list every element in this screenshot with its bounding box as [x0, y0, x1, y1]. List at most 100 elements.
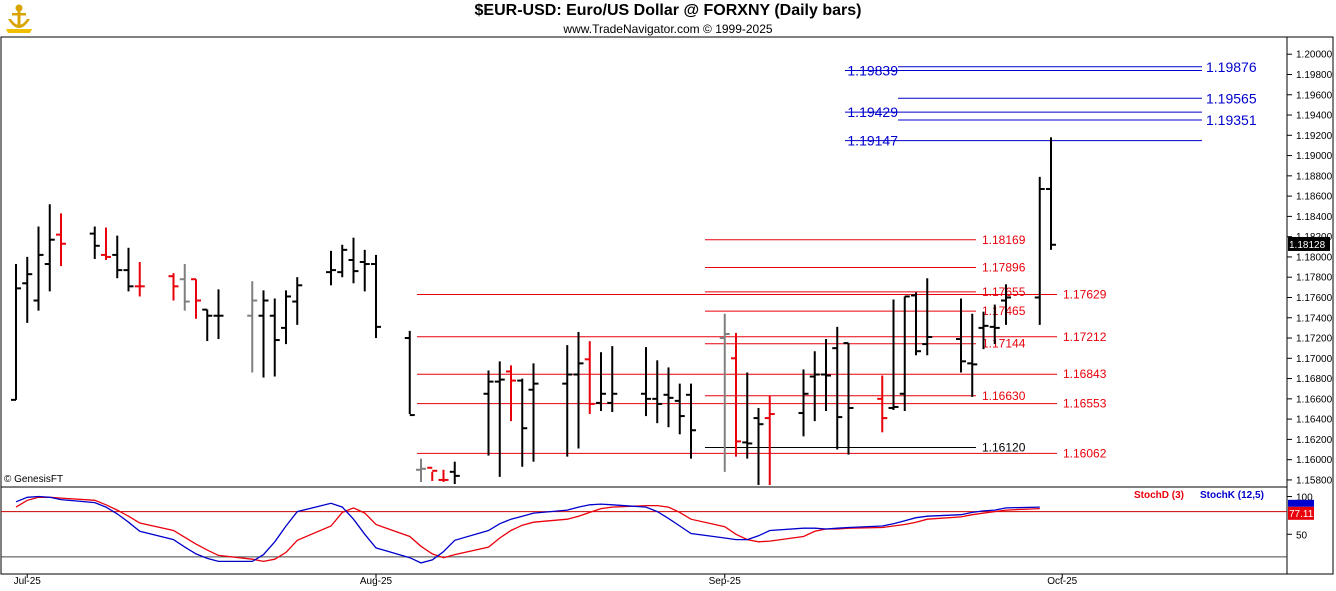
price-axis-tick-label: 1.20000 — [1296, 50, 1333, 61]
price-axis-tick-label: 1.18600 — [1296, 192, 1333, 203]
ohlc-bar — [348, 237, 359, 284]
ohlc-bar — [641, 347, 651, 417]
price-axis-tick-label: 1.17600 — [1296, 293, 1333, 304]
stoch-d-badge — [1288, 506, 1314, 520]
price-level-label: 1.16843 — [1063, 367, 1107, 381]
price-level-label: 1.18169 — [982, 233, 1026, 247]
ohlc-bar — [877, 375, 888, 433]
data-credit: © GenesisFT — [4, 474, 64, 485]
ohlc-bar — [438, 469, 449, 482]
ohlc-bar — [44, 204, 55, 292]
ohlc-bar — [584, 341, 595, 415]
ohlc-bar — [337, 244, 348, 278]
chart-title: $EUR-USD: Euro/US Dollar @ FORXNY (Daily… — [474, 2, 862, 19]
ohlc-bar — [573, 331, 584, 449]
ohlc-bar — [112, 235, 123, 279]
ohlc-bar — [449, 461, 460, 484]
date-axis-tick-label: Oct-25 — [1047, 576, 1077, 587]
ohlc-bar — [843, 342, 854, 455]
price-level-label: 1.16553 — [1063, 397, 1107, 411]
ohlc-bar — [798, 369, 809, 437]
price-level-label: 1.17212 — [1063, 330, 1107, 344]
ohlc-bar — [371, 254, 381, 339]
ohlc-bar — [292, 277, 303, 325]
price-level-label: 1.17465 — [982, 304, 1026, 318]
date-axis-tick-label: Jul-25 — [14, 576, 42, 587]
price-level-label: 1.19147 — [847, 133, 898, 149]
ohlc-bar — [247, 281, 258, 373]
ohlc-bar — [922, 278, 933, 356]
ohlc-bar — [911, 292, 921, 356]
price-axis-tick-label: 1.19800 — [1296, 70, 1333, 81]
price-axis-tick-label: 1.18400 — [1296, 212, 1333, 223]
stoch-last-value-label: 77.11 — [1289, 509, 1314, 520]
stoch-axis-tick-label: 100 — [1296, 493, 1313, 504]
ohlc-bar — [562, 345, 573, 457]
price-axis-tick-label: 1.19200 — [1296, 131, 1333, 142]
ohlc-bar — [663, 367, 674, 428]
stoch-series-line — [15, 496, 1040, 563]
ohlc-bar — [404, 330, 415, 417]
price-axis-tick-label: 1.17800 — [1296, 273, 1333, 284]
price-axis-tick-label: 1.17000 — [1296, 354, 1333, 365]
price-level-label: 1.19839 — [847, 63, 898, 79]
stochastic-axis: 100 50 77.11 — [1287, 493, 1314, 541]
price-level-label: 1.17655 — [982, 285, 1026, 299]
price-level-label: 1.17896 — [982, 260, 1026, 274]
date-axis-tick-label: Sep-25 — [709, 576, 742, 587]
ohlc-bar — [179, 264, 190, 311]
ohlc-bar — [22, 256, 33, 323]
ohlc-bar — [506, 365, 516, 422]
ohlc-bar — [899, 295, 910, 412]
trade-navigator-logo-icon — [6, 4, 32, 33]
ohlc-bar — [753, 407, 764, 485]
date-axis-tick-label: Aug-25 — [360, 576, 393, 587]
ohlc-bar — [967, 313, 978, 397]
ohlc-bar — [359, 249, 370, 292]
chart-subtitle: www.TradeNavigator.com © 1999-2025 — [563, 22, 773, 36]
ohlc-bar — [269, 298, 280, 377]
price-axis-tick-label: 1.19600 — [1296, 90, 1333, 101]
ohlc-bar — [281, 290, 291, 345]
price-level-label: 1.17144 — [982, 337, 1026, 351]
price-level-label: 1.19429 — [847, 104, 898, 120]
ohlc-bar — [483, 370, 494, 456]
ohlc-bar — [517, 378, 528, 467]
ohlc-bar — [191, 278, 201, 319]
last-price-badge — [1288, 236, 1330, 251]
price-axis-tick-label: 1.16400 — [1296, 415, 1333, 426]
price-axis-tick-label: 1.16800 — [1296, 374, 1333, 385]
ohlc-bar — [1001, 284, 1011, 325]
price-axis-tick-label: 1.17200 — [1296, 334, 1333, 345]
ohlc-bar — [731, 332, 741, 457]
ohlc-bar — [832, 326, 843, 450]
price-axis-tick-label: 1.16000 — [1296, 455, 1333, 466]
ohlc-bar — [101, 227, 111, 260]
ohlc-bar — [213, 289, 224, 340]
ohlc-bars — [11, 137, 1056, 485]
price-levels: 1.19839 1.19876 1.19565 1.19429 1.19351 1.191… — [417, 59, 1257, 460]
ohlc-bar — [89, 226, 100, 259]
ohlc-bar — [719, 313, 730, 472]
ohlc-bar — [742, 372, 753, 459]
ohlc-bar — [956, 298, 966, 373]
stoch-series-line — [15, 495, 1040, 564]
stochastic-lines — [1, 495, 1287, 564]
ohlc-bar — [1046, 137, 1056, 250]
axis-panel-frame — [1286, 36, 1334, 575]
ohlc-bar — [11, 264, 21, 401]
price-level-label: 1.16120 — [982, 440, 1026, 454]
ohlc-bar — [416, 458, 426, 482]
ohlc-bar — [809, 351, 820, 422]
stoch-k-legend: StochK (12,5) — [1200, 490, 1264, 501]
ohlc-bar — [202, 308, 213, 342]
ohlc-bar — [978, 311, 989, 350]
ohlc-bar — [528, 363, 539, 462]
price-level-label: 1.19876 — [1206, 59, 1257, 75]
ohlc-bar — [686, 383, 696, 459]
ohlc-bar — [494, 361, 505, 477]
stoch-panel-frame — [0, 486, 1288, 575]
ohlc-bar — [326, 250, 336, 286]
ohlc-bar — [56, 213, 66, 267]
price-level-label: 1.17629 — [1063, 288, 1107, 302]
